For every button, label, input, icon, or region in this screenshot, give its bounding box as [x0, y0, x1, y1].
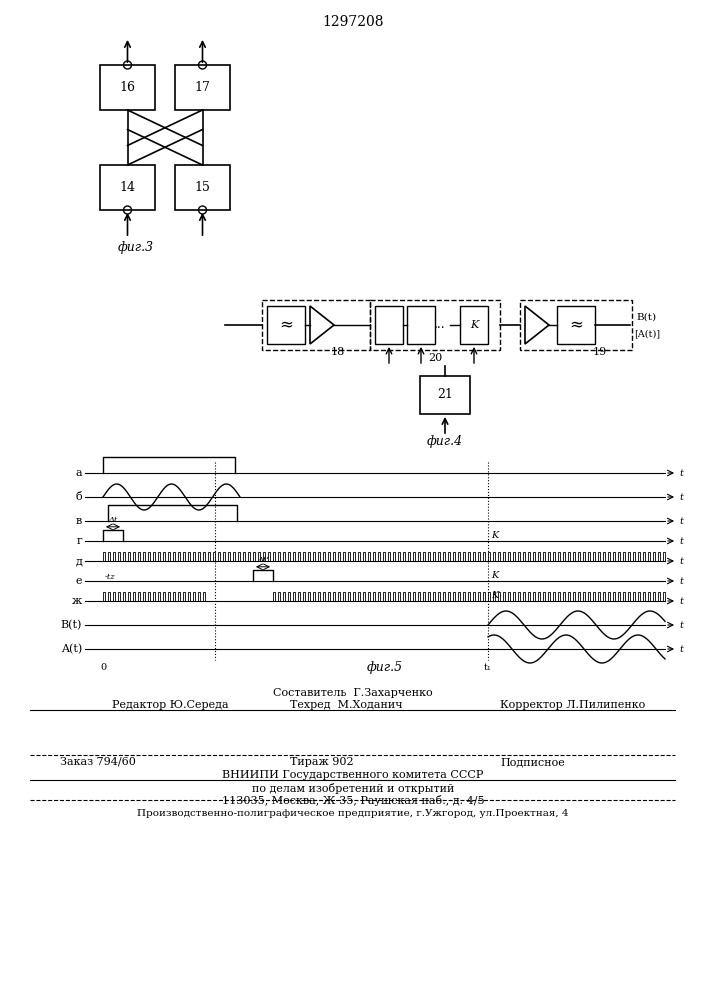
- Text: t: t: [679, 621, 683, 631]
- Text: Тираж 902: Тираж 902: [290, 757, 354, 767]
- Text: K: K: [491, 570, 498, 580]
- Text: ВНИИПИ Государственного комитета СССР: ВНИИПИ Государственного комитета СССР: [222, 770, 484, 780]
- Text: t₁: t₁: [484, 663, 492, 672]
- Bar: [175, 65, 230, 110]
- Text: Δt': Δt': [257, 556, 269, 564]
- Bar: [460, 306, 488, 344]
- Text: Редактор Ю.Середа: Редактор Ю.Середа: [112, 700, 228, 710]
- Text: 15: 15: [194, 181, 211, 194]
- Text: A(t): A(t): [61, 644, 82, 654]
- Text: 18: 18: [331, 347, 345, 357]
- Text: ж: ж: [71, 596, 82, 606]
- Text: Заказ 794/60: Заказ 794/60: [60, 757, 136, 767]
- Text: фиг.3: фиг.3: [118, 241, 154, 254]
- Text: 19: 19: [593, 347, 607, 357]
- Text: 20: 20: [428, 353, 442, 363]
- Bar: [175, 165, 230, 210]
- Bar: [407, 306, 435, 344]
- Text: t: t: [679, 597, 683, 606]
- Text: 0: 0: [100, 663, 106, 672]
- Text: Техред  М.Ходанич: Техред М.Ходанич: [290, 700, 402, 710]
- Text: фиг.4: фиг.4: [427, 436, 463, 448]
- Text: а: а: [76, 468, 82, 478]
- Text: t: t: [679, 493, 683, 502]
- Text: ≈: ≈: [279, 316, 293, 334]
- Text: t: t: [679, 518, 683, 526]
- Text: д: д: [75, 556, 82, 566]
- Bar: [262, 300, 370, 350]
- Bar: [370, 300, 500, 350]
- Text: е: е: [76, 576, 82, 586]
- Text: K: K: [470, 320, 478, 330]
- Text: t: t: [679, 470, 683, 479]
- Text: t: t: [679, 578, 683, 586]
- Bar: [267, 306, 305, 344]
- Text: -tz: -tz: [105, 573, 116, 581]
- Text: б: б: [75, 492, 82, 502]
- Text: по делам изобретений и открытий: по делам изобретений и открытий: [252, 782, 454, 794]
- Text: t: t: [679, 558, 683, 566]
- Text: 14: 14: [119, 181, 136, 194]
- Bar: [520, 300, 632, 350]
- Bar: [420, 376, 470, 414]
- Text: [A(t)]: [A(t)]: [634, 330, 660, 338]
- Text: Корректор Л.Пилипенко: Корректор Л.Пилипенко: [500, 700, 645, 710]
- Text: t: t: [679, 646, 683, 654]
- Text: 1297208: 1297208: [322, 15, 384, 29]
- Text: B(t): B(t): [61, 620, 82, 630]
- Text: Подписное: Подписное: [500, 757, 565, 767]
- Text: 113035, Москва, Ж-35, Раушская наб., д. 4/5: 113035, Москва, Ж-35, Раушская наб., д. …: [222, 794, 484, 806]
- Text: t: t: [679, 538, 683, 546]
- Bar: [100, 165, 155, 210]
- Text: г: г: [76, 536, 82, 546]
- Bar: [100, 65, 155, 110]
- Text: 16: 16: [119, 81, 136, 94]
- Bar: [375, 306, 403, 344]
- Text: в: в: [76, 516, 82, 526]
- Text: B(t): B(t): [636, 312, 656, 322]
- Text: фиг.5: фиг.5: [367, 660, 403, 674]
- Text: ...: ...: [434, 318, 446, 332]
- Text: Составитель  Г.Захарченко: Составитель Г.Захарченко: [273, 688, 433, 698]
- Text: Производственно-полиграфическое предприятие, г.Ужгород, ул.Проектная, 4: Производственно-полиграфическое предприя…: [137, 808, 568, 818]
- Bar: [557, 306, 595, 344]
- Text: ≈: ≈: [569, 316, 583, 334]
- Text: 17: 17: [194, 81, 211, 94]
- Text: K: K: [491, 590, 498, 599]
- Text: K: K: [491, 530, 498, 540]
- Text: Δt: Δt: [108, 516, 117, 524]
- Text: 21: 21: [437, 388, 453, 401]
